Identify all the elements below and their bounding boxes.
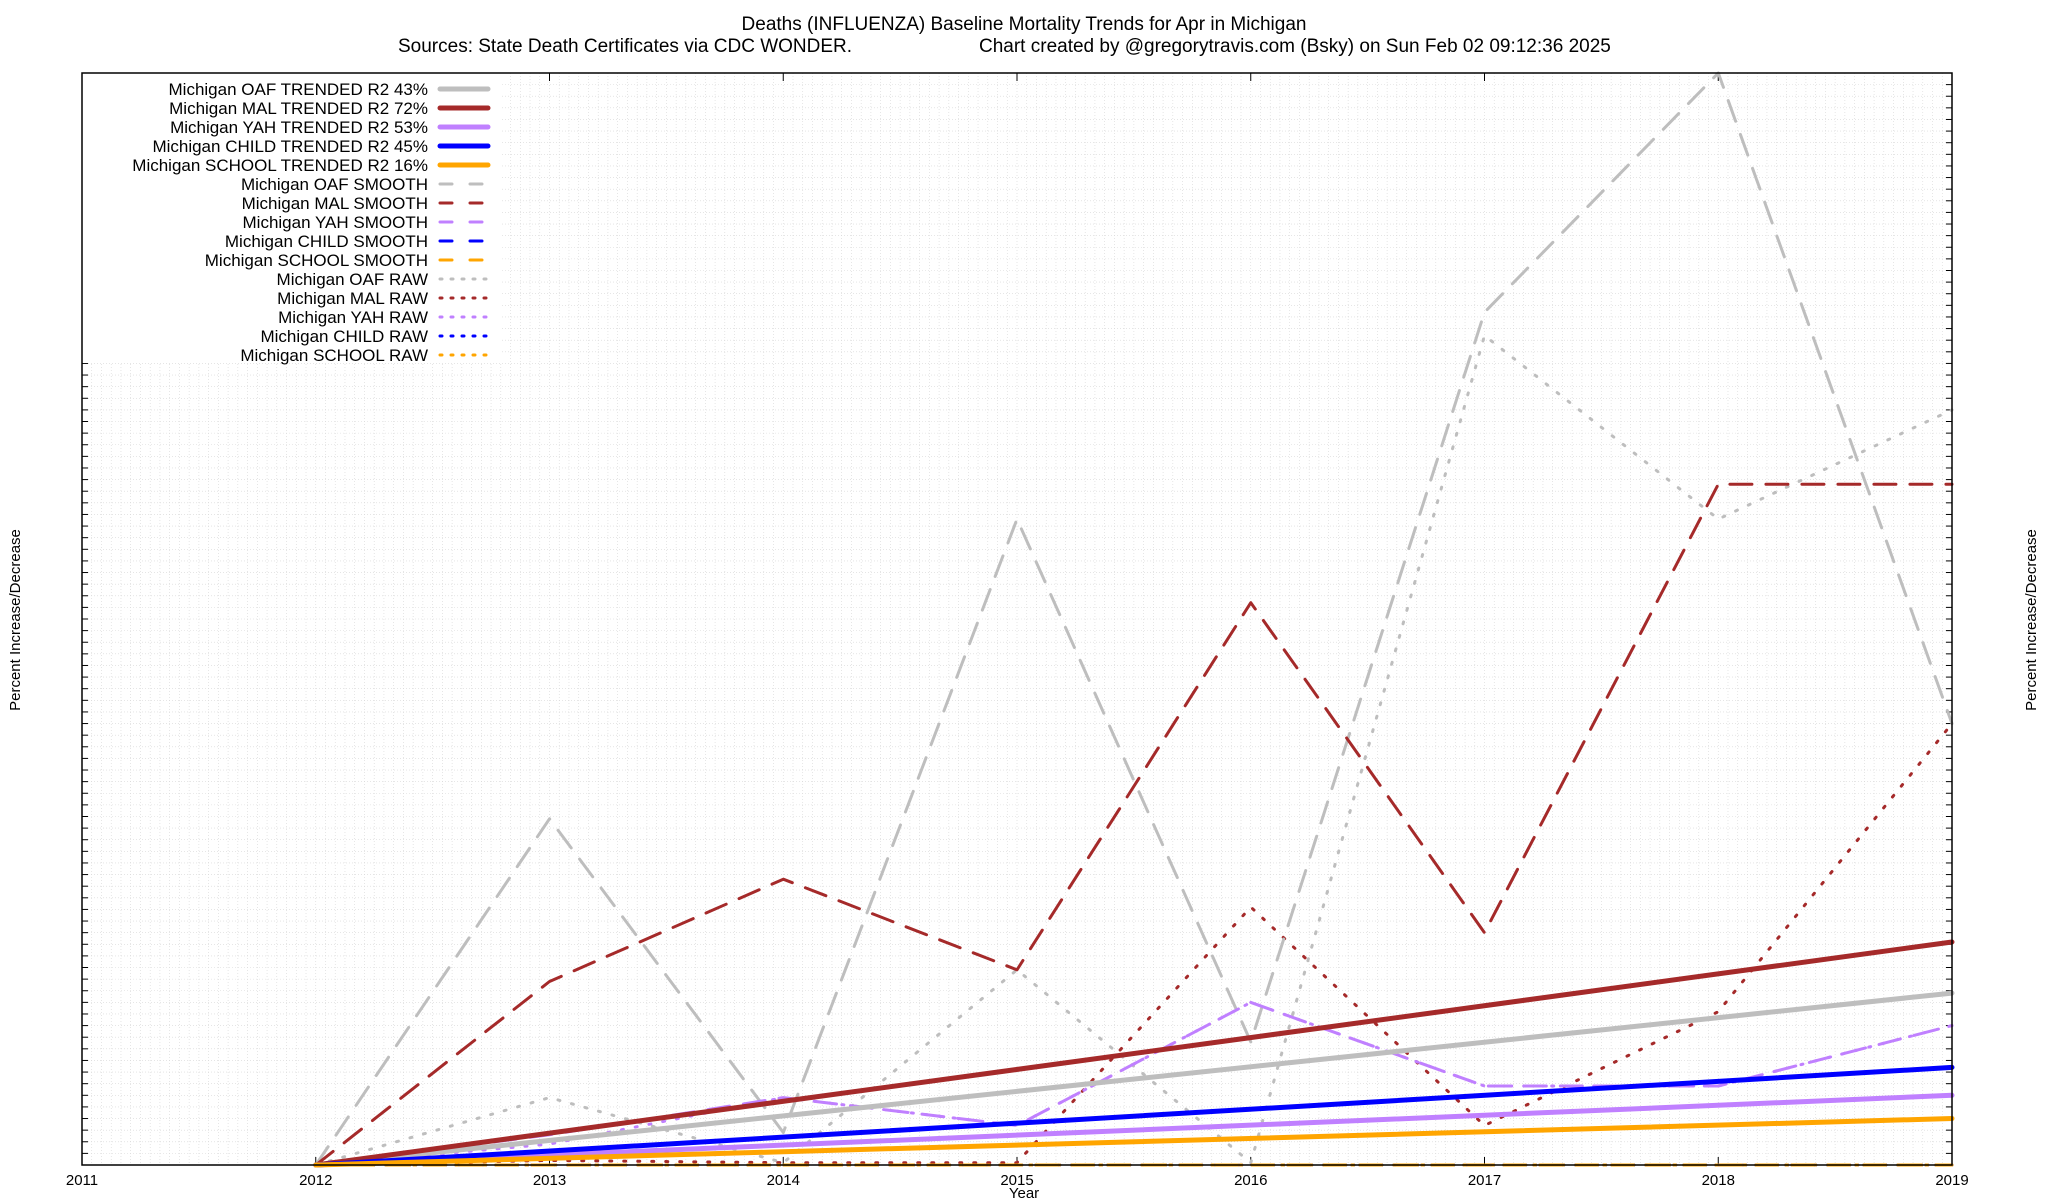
legend-label-6: Michigan MAL SMOOTH — [242, 194, 428, 213]
x-tick-label: 2011 — [66, 1172, 98, 1189]
series-line-10 — [314, 334, 1954, 1167]
y-axis-label-right: Percent Increase/Decrease — [2023, 529, 2040, 711]
series-line-1 — [313, 939, 1955, 1168]
legend-label-14: Michigan SCHOOL RAW — [240, 346, 428, 365]
series-line-4 — [313, 1116, 1955, 1168]
grid-layer — [81, 72, 1953, 1166]
y-axis-label-left: Percent Increase/Decrease — [7, 529, 24, 711]
series-line-2 — [313, 1092, 1955, 1168]
x-tick-label: 2016 — [1234, 1172, 1267, 1189]
series-line-11 — [314, 722, 1954, 1167]
legend-label-0: Michigan OAF TRENDED R2 43% — [169, 80, 429, 99]
x-tick-label: 2017 — [1468, 1172, 1501, 1189]
legend-label-1: Michigan MAL TRENDED R2 72% — [169, 99, 428, 118]
series-line-0 — [313, 990, 1955, 1168]
legend-label-2: Michigan YAH TRENDED R2 53% — [170, 118, 428, 137]
legend-label-10: Michigan OAF RAW — [277, 270, 428, 289]
plot-frame — [81, 72, 1953, 1166]
x-tick-label: 2019 — [1935, 1172, 1968, 1189]
legend: Michigan OAF TRENDED R2 43%Michigan MAL … — [132, 80, 491, 365]
x-tick-label: 2015 — [1000, 1172, 1033, 1189]
legend-label-13: Michigan CHILD RAW — [260, 327, 428, 346]
tick-layer: 2011 2012 2013 2014 2015 2016 2017 2018 2019 — [66, 72, 1969, 1189]
series-line-6 — [314, 482, 1954, 1167]
chart-subtitle-left: Sources: State Death Certificates via CD… — [398, 36, 852, 57]
legend-label-12: Michigan YAH RAW — [278, 308, 428, 327]
x-tick-label: 2013 — [533, 1172, 566, 1189]
legend-label-4: Michigan SCHOOL TRENDED R2 16% — [132, 156, 428, 175]
legend-label-9: Michigan SCHOOL SMOOTH — [205, 251, 428, 270]
series-line-3 — [313, 1064, 1955, 1168]
legend-label-5: Michigan OAF SMOOTH — [241, 175, 428, 194]
chart-subtitle-right: Chart created by @gregorytravis.com (Bsk… — [979, 36, 1611, 57]
x-tick-label: 2014 — [767, 1172, 800, 1189]
legend-label-8: Michigan CHILD SMOOTH — [225, 232, 428, 251]
legend-label-3: Michigan CHILD TRENDED R2 45% — [152, 137, 428, 156]
legend-background — [82, 73, 502, 363]
x-axis-label: Year — [1009, 1185, 1039, 1200]
series-line-5 — [314, 71, 1954, 1167]
x-tick-label: 2012 — [299, 1172, 332, 1189]
x-tick-label: 2018 — [1702, 1172, 1735, 1189]
legend-label-11: Michigan MAL RAW — [277, 289, 428, 308]
legend-label-7: Michigan YAH SMOOTH — [243, 213, 428, 232]
chart-title: Deaths (INFLUENZA) Baseline Mortality Tr… — [742, 14, 1307, 35]
